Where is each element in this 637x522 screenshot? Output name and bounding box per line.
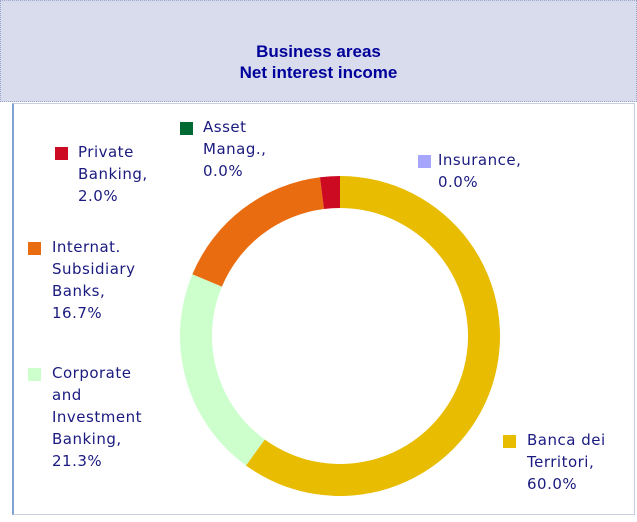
value-label: 0.0% bbox=[438, 173, 479, 191]
category: Private Banking, bbox=[78, 143, 148, 183]
segment-label: Internat. Subsidiary Banks, 16.7% bbox=[52, 236, 152, 324]
category: Asset Manag., bbox=[203, 118, 267, 158]
segment-label: Banca dei Territori, 60.0% bbox=[527, 429, 632, 495]
legend-swatch bbox=[180, 122, 193, 135]
donut-segment bbox=[179, 274, 265, 466]
category: Internat. Subsidiary Banks, bbox=[52, 238, 136, 300]
chart-subtitle: Net interest income bbox=[239, 63, 398, 82]
donut-segment bbox=[245, 176, 500, 496]
segment-label: Corporate and Investment Banking, 21.3% bbox=[52, 362, 162, 472]
donut-segment bbox=[192, 177, 324, 287]
category: Insurance, bbox=[438, 151, 522, 169]
value-label: 2.0% bbox=[78, 187, 119, 205]
legend-swatch bbox=[28, 242, 41, 255]
category: Banca dei Territori, bbox=[527, 431, 606, 471]
legend-swatch bbox=[28, 368, 41, 381]
value-label: 16.7% bbox=[52, 304, 103, 322]
value-label: 21.3% bbox=[52, 452, 103, 470]
header: Business areas Net interest income bbox=[0, 0, 637, 102]
segment-label: Private Banking, 2.0% bbox=[78, 141, 158, 207]
panel bbox=[12, 103, 635, 515]
value-label: 0.0% bbox=[203, 162, 244, 180]
legend-swatch bbox=[418, 155, 431, 168]
legend-swatch bbox=[55, 147, 68, 160]
category: Corporate and Investment Banking, bbox=[52, 364, 142, 448]
donut-segment bbox=[319, 176, 340, 210]
segment-label: Asset Manag., 0.0% bbox=[203, 116, 273, 182]
legend-swatch bbox=[503, 435, 516, 448]
value-label: 60.0% bbox=[527, 475, 578, 493]
segment-label: Insurance, 0.0% bbox=[438, 149, 568, 193]
chart-title: Business areas bbox=[256, 42, 381, 61]
